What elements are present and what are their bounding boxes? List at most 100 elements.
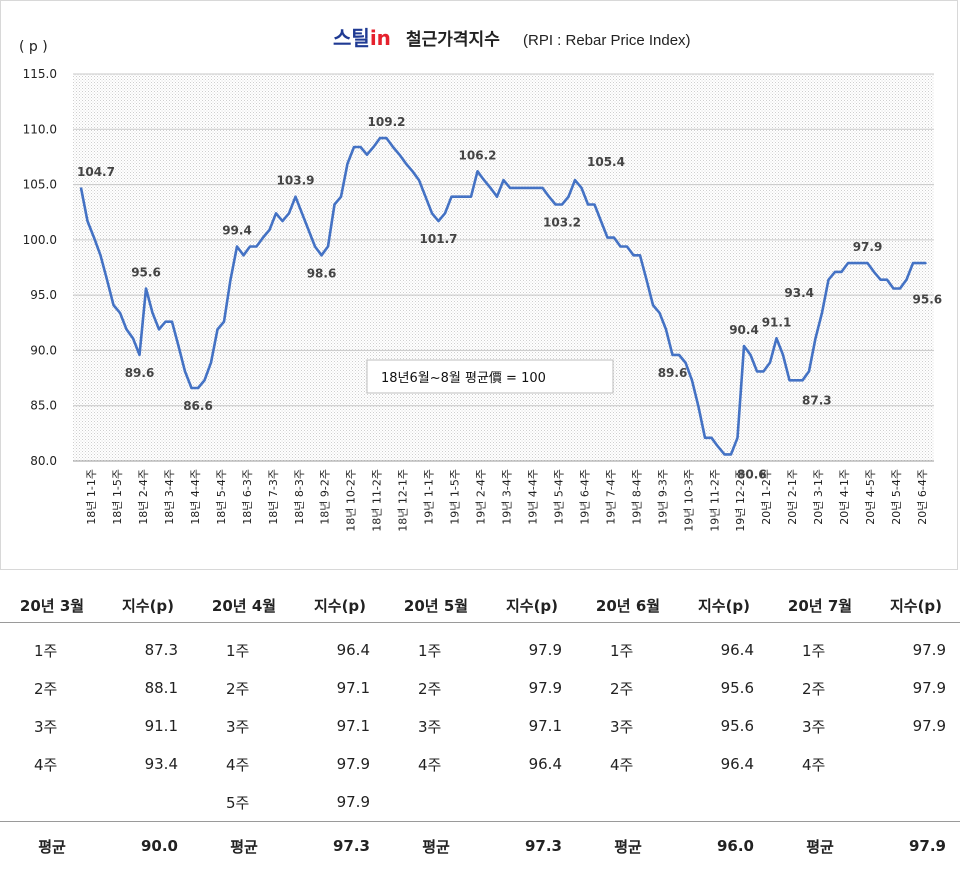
x-tick-label: 20년 6-4주 bbox=[916, 469, 929, 525]
data-point bbox=[600, 220, 602, 222]
chart-panel: 스틸in 철근가격지수 (RPI : Rebar Price Index) ( … bbox=[0, 0, 958, 570]
week-cell: 4주 bbox=[192, 745, 296, 783]
data-label: 90.4 bbox=[729, 323, 759, 337]
data-point bbox=[639, 255, 641, 257]
x-tick-label: 18년 3-4주 bbox=[163, 469, 176, 525]
average-label: 평균 bbox=[576, 822, 680, 870]
data-point bbox=[860, 262, 862, 264]
data-point bbox=[418, 179, 420, 181]
data-point bbox=[776, 337, 778, 339]
data-point bbox=[256, 246, 258, 248]
data-point bbox=[633, 255, 635, 257]
data-point bbox=[717, 446, 719, 448]
data-point bbox=[516, 187, 518, 189]
chart-subtitle: (RPI : Rebar Price Index) bbox=[523, 32, 691, 49]
chart-title: 스틸in 철근가격지수 (RPI : Rebar Price Index) bbox=[333, 26, 691, 50]
index-cell: 97.1 bbox=[296, 707, 384, 745]
week-cell: 2주 bbox=[0, 669, 104, 707]
data-point bbox=[626, 246, 628, 248]
week-cell bbox=[576, 783, 680, 822]
data-point bbox=[477, 171, 479, 173]
month-header: 20년 6월 bbox=[576, 588, 680, 623]
data-point bbox=[204, 379, 206, 381]
data-point bbox=[886, 279, 888, 281]
index-cell: 95.6 bbox=[680, 707, 768, 745]
data-point bbox=[743, 345, 745, 347]
data-point bbox=[893, 288, 895, 290]
x-tick-label: 19년 1-5주 bbox=[449, 469, 462, 525]
index-cell: 97.9 bbox=[296, 783, 384, 822]
data-label: 95.6 bbox=[131, 266, 161, 280]
data-point bbox=[113, 304, 115, 306]
brand-logo: 스틸in bbox=[333, 26, 391, 50]
x-tick-label: 19년 1-1주 bbox=[423, 469, 436, 525]
annotation-box: 18년6월~8월 평균價 = 100 bbox=[367, 360, 613, 393]
data-point bbox=[373, 146, 375, 148]
data-point bbox=[451, 196, 453, 198]
data-point bbox=[93, 237, 95, 239]
data-point bbox=[100, 255, 102, 257]
data-point bbox=[288, 213, 290, 215]
index-header: 지수(p) bbox=[104, 588, 192, 623]
index-cell: 88.1 bbox=[104, 669, 192, 707]
data-label: 97.9 bbox=[853, 240, 883, 254]
data-point bbox=[483, 179, 485, 181]
data-point bbox=[828, 279, 830, 281]
data-label: 93.4 bbox=[784, 286, 814, 300]
data-point bbox=[607, 237, 609, 239]
data-point bbox=[594, 204, 596, 206]
data-point bbox=[750, 354, 752, 356]
x-tick-label: 18년 1-1주 bbox=[85, 469, 98, 525]
data-point bbox=[899, 288, 901, 290]
data-point bbox=[646, 279, 648, 281]
data-point bbox=[353, 146, 355, 148]
data-point bbox=[223, 321, 225, 323]
index-header: 지수(p) bbox=[680, 588, 768, 623]
data-label: 95.6 bbox=[913, 293, 943, 307]
data-point bbox=[873, 271, 875, 273]
data-point bbox=[841, 271, 843, 273]
data-label: 103.9 bbox=[277, 174, 315, 188]
average-label: 평균 bbox=[384, 822, 488, 870]
index-cell: 97.9 bbox=[296, 745, 384, 783]
data-point bbox=[165, 321, 167, 323]
data-label: 103.2 bbox=[543, 215, 581, 229]
x-tick-label: 18년 5-4주 bbox=[215, 469, 228, 525]
index-cell: 97.9 bbox=[488, 669, 576, 707]
x-tick-label: 19년 9-3주 bbox=[656, 469, 669, 525]
data-point bbox=[184, 371, 186, 373]
data-point bbox=[295, 196, 297, 198]
data-point bbox=[834, 271, 836, 273]
average-value: 97.3 bbox=[488, 822, 576, 870]
data-point bbox=[321, 255, 323, 257]
data-point bbox=[106, 279, 108, 281]
data-point bbox=[282, 220, 284, 222]
week-cell: 3주 bbox=[576, 707, 680, 745]
data-point bbox=[691, 379, 693, 381]
data-point bbox=[347, 163, 349, 165]
rebar-price-index-chart: 스틸in 철근가격지수 (RPI : Rebar Price Index) ( … bbox=[1, 1, 959, 571]
data-point bbox=[470, 196, 472, 198]
average-label: 평균 bbox=[768, 822, 872, 870]
data-point bbox=[672, 354, 674, 356]
y-tick-label: 95.0 bbox=[30, 288, 57, 302]
month-header: 20년 4월 bbox=[192, 588, 296, 623]
data-label: 105.4 bbox=[587, 155, 625, 169]
week-cell: 4주 bbox=[0, 745, 104, 783]
x-tick-label: 20년 4-1주 bbox=[838, 469, 851, 525]
data-point bbox=[912, 262, 914, 264]
data-point bbox=[334, 204, 336, 206]
data-label: 80.6 bbox=[737, 467, 767, 481]
data-point bbox=[314, 246, 316, 248]
data-point bbox=[366, 154, 368, 156]
data-point bbox=[769, 362, 771, 364]
week-cell: 3주 bbox=[192, 707, 296, 745]
x-tick-label: 19년 7-4주 bbox=[604, 469, 617, 525]
data-point bbox=[490, 187, 492, 189]
data-point bbox=[704, 437, 706, 439]
